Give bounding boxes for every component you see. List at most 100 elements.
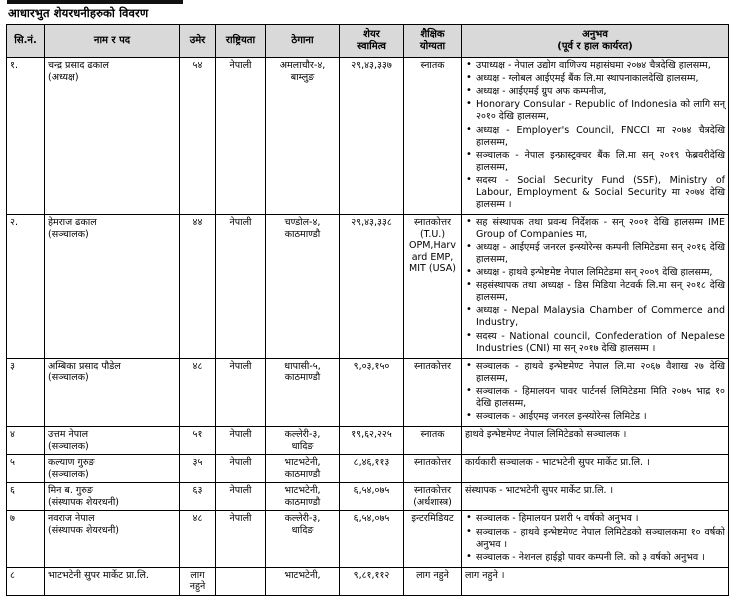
address-line-2: बाम्लुङ	[290, 71, 315, 83]
cell-education: स्नातक	[403, 425, 462, 456]
education-level: स्नातकोत्तर	[414, 485, 451, 497]
education-detail: (T.U.) OPM,Harvard EMP, MIT (USA)	[409, 228, 456, 275]
experience-item: सञ्चालक - नेपाल इन्फ्रास्ट्रक्चर बैंक लि…	[465, 149, 725, 174]
cell-shareholding: ९,८१,११२	[339, 566, 404, 596]
cell-education: स्नातकोत्तर	[403, 357, 462, 427]
education-detail: (अर्थशास्त्र)	[413, 496, 452, 508]
experience-item: Honorary Consular - Republic of Indonesi…	[465, 98, 725, 123]
cell-nationality	[215, 566, 266, 596]
title-top-rule	[7, 0, 183, 4]
experience-item: सञ्चालक - हिमालयन पावर पार्टनर्स लिमिटेड…	[465, 385, 725, 410]
cell-serial-number: ७	[6, 510, 45, 568]
cell-education: इन्टरमिडियट	[403, 510, 462, 568]
shareholder-position: (सञ्चालक)	[48, 468, 89, 480]
education-level: स्नातकोत्तर	[414, 457, 451, 469]
cell-shareholding: ८,४६,११३	[339, 454, 404, 484]
cell-education: लाग नहुने	[403, 566, 462, 596]
cell-serial-number: १.	[6, 57, 45, 215]
address-line-1: धापासी-५,	[284, 360, 321, 372]
experience-item: सह संस्थापक तथा प्रवन्ध निर्देशक - सन् २…	[465, 216, 725, 241]
education-level: स्नातक	[420, 428, 445, 440]
header-shareholding-line2: स्वामित्व	[357, 41, 386, 53]
experience-item: अध्यक्ष - आईएमई जनरल इन्स्योरेन्स कम्पनी…	[465, 241, 725, 266]
cell-age: ५४	[179, 57, 216, 215]
header-serial-number: सि.नं.	[6, 24, 45, 59]
cell-experience: संस्थापक - भाटभटेनी सुपर मार्केट प्रा.लि…	[461, 482, 729, 512]
cell-address: कल्लेरी-३, धादिङ	[265, 510, 340, 568]
experience-item: सञ्चालक - हाथवे इन्भेष्टमेण्ट नेपाल लिमि…	[465, 525, 725, 551]
experience-item: सञ्चालक - नेशनल हाईड्रो पावर कम्पनी लि. …	[465, 551, 725, 564]
address-line-1: कल्लेरी-३,	[284, 513, 321, 525]
address-line-2: धादिङ	[291, 525, 314, 537]
education-level: इन्टरमिडियट	[411, 513, 454, 525]
experience-item: लाग नहुने ।	[465, 569, 505, 581]
cell-serial-number: ५	[6, 454, 45, 484]
cell-experience: सञ्चालक - हाथवे इन्भेष्टमेण्ट नेपाल लि.म…	[461, 357, 729, 427]
experience-item: अध्यक्ष - आईएमई ग्रुप अफ कम्पनीज,	[465, 85, 725, 98]
cell-name-position: हेमराज ढकाल (सञ्चालक)	[44, 213, 180, 359]
cell-nationality: नेपाली	[215, 57, 266, 215]
table-row: ७ नवराज नेपाल (संस्थापक शेयरधनी) ४८ नेपाली कल…	[6, 510, 729, 568]
cell-shareholding: ६,५४,०७५	[339, 510, 404, 568]
shareholder-name: नवराज नेपाल	[48, 513, 95, 525]
cell-name-position: नवराज नेपाल (संस्थापक शेयरधनी)	[44, 510, 180, 568]
experience-list: सञ्चालक - हिमालयन प्रशरी ५ वर्षको अनुभव …	[465, 512, 725, 564]
cell-serial-number: २.	[6, 213, 45, 359]
cell-experience: हाथवे इन्भेष्टमेण्ट नेपाल लिमिटेडको सञ्च…	[461, 425, 729, 456]
cell-nationality: नेपाली	[215, 213, 266, 359]
experience-list: सह संस्थापक तथा प्रवन्ध निर्देशक - सन् २…	[465, 216, 725, 355]
shareholder-name: मिन ब. गुरुङ	[48, 485, 93, 497]
cell-shareholding: २९,४३,३३८	[339, 213, 404, 359]
experience-item: सहसंस्थापक तथा अध्यक्ष - डिस मिडिया नेटव…	[465, 279, 725, 304]
experience-item: सञ्चालक - आईएमइ जनरल इन्स्योरेन्स लिमिटे…	[465, 410, 725, 423]
table-header-row: सि.नं. नाम र पद उमेर राष्ट्रियता ठेगाना …	[6, 24, 729, 59]
header-experience-line2: (पूर्व र हाल कार्यरत)	[557, 41, 633, 53]
cell-age: ६३	[179, 482, 216, 512]
table-row: ८ भाटभटेनी सुपर मार्केट प्रा.लि. लाग नहुने…	[6, 566, 729, 596]
cell-experience: सञ्चालक - हिमालयन प्रशरी ५ वर्षको अनुभव …	[461, 510, 729, 568]
experience-item: अध्यक्ष - हाथवे इन्भेष्टमेष्ट नेपाल लिमि…	[465, 266, 725, 279]
cell-name-position: मिन ब. गुरुङ (संस्थापक शेयरधनी)	[44, 482, 180, 512]
shareholder-position: (अध्यक्ष)	[48, 71, 79, 83]
address-line-1: अमलाचौर-४,	[279, 60, 326, 72]
header-experience-line1: अनुभव	[582, 29, 608, 41]
cell-age: ३५	[179, 454, 216, 484]
cell-name-position: भाटभटेनी सुपर मार्केट प्रा.लि.	[44, 566, 180, 596]
cell-address: धापासी-५, काठमाण्डौ	[265, 357, 340, 427]
experience-item: अध्यक्ष - Nepal Malaysia Chamber of Comm…	[465, 304, 725, 329]
cell-shareholding: १९,६२,२२५	[339, 425, 404, 456]
shareholder-name: भाटभटेनी सुपर मार्केट प्रा.लि.	[48, 569, 149, 581]
cell-address: भाटभटेनी,	[265, 566, 340, 596]
address-line-1: चण्डोल-४,	[284, 216, 321, 228]
cell-serial-number: ४	[6, 425, 45, 456]
shareholder-position: (संस्थापक शेयरधनी)	[48, 525, 120, 537]
address-line-2: काठमाण्डौ	[284, 496, 321, 508]
education-level: स्नातकोत्तर	[414, 216, 451, 228]
experience-item: उपाध्यक्ष - नेपाल उद्योग वाणिज्य महासंघम…	[465, 59, 725, 72]
cell-age: लाग नहुने	[179, 566, 216, 596]
shareholder-name: उत्तम नेपाल	[48, 428, 89, 440]
page-title: आधारभुत शेयरधनीहरुको विवरण	[8, 6, 149, 20]
cell-experience: कार्यकारी सञ्चालक - भाटभटेनी सुपर मार्के…	[461, 454, 729, 484]
cell-age: ४८	[179, 357, 216, 427]
cell-address: चण्डोल-४, काठमाण्डौ	[265, 213, 340, 359]
experience-item: अध्यक्ष - Employer's Council, FNCCI मा २…	[465, 124, 725, 149]
cell-nationality: नेपाली	[215, 357, 266, 427]
experience-list: सञ्चालक - हाथवे इन्भेष्टमेण्ट नेपाल लि.म…	[465, 360, 725, 423]
cell-address: भाटभटेनी, काठमाण्डौ	[265, 482, 340, 512]
experience-item: हाथवे इन्भेष्टमेण्ट नेपाल लिमिटेडको सञ्च…	[465, 428, 627, 440]
cell-address: भाटभटेनी, काठमाण्डौ	[265, 454, 340, 484]
address-line-2: काठमाण्डौ	[284, 228, 321, 240]
cell-age: ४८	[179, 510, 216, 568]
cell-serial-number: ६	[6, 482, 45, 512]
cell-name-position: उत्तम नेपाल (सञ्चालक)	[44, 425, 180, 456]
experience-item: सञ्चालक - हिमालयन प्रशरी ५ वर्षको अनुभव …	[465, 512, 725, 525]
table-row: ५ कल्याण गुरुङ (सञ्चालक) ३५ नेपाली भाटभटेनी, क…	[6, 454, 729, 484]
shareholder-position: (सञ्चालक)	[48, 372, 89, 384]
cell-education: स्नातकोत्तर (अर्थशास्त्र)	[403, 482, 462, 512]
experience-item: अध्यक्ष - ग्लोबल आईएमई बैंक लि.मा स्थापन…	[465, 72, 725, 85]
header-education: शैक्षिक योग्यता	[403, 24, 462, 59]
cell-education: स्नातक	[403, 57, 462, 215]
experience-item: कार्यकारी सञ्चालक - भाटभटेनी सुपर मार्के…	[465, 457, 650, 469]
